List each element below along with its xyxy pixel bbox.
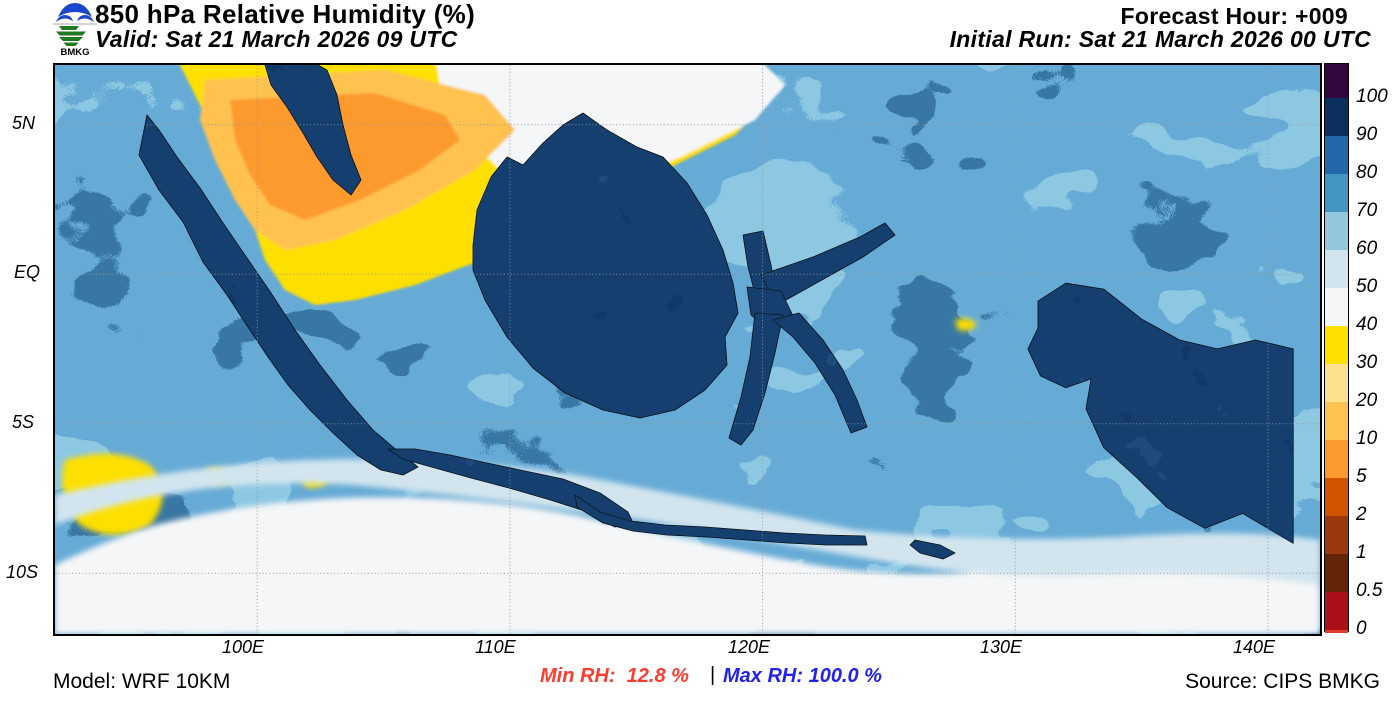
svg-text:BMKG: BMKG xyxy=(60,47,89,58)
